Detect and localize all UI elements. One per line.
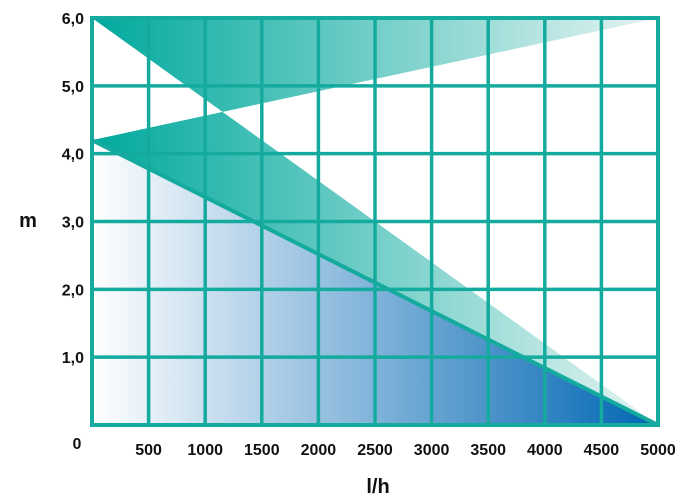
x-tick-labels: 500 1000 1500 2000 2500 3000 3500 4000 4500 5000 <box>135 442 676 459</box>
x-tick-label: 4000 <box>527 442 563 459</box>
series-curve <box>91 138 659 427</box>
x-axis-label: l/h <box>366 476 389 498</box>
x-tick-label: 1500 <box>244 442 280 459</box>
x-tick-label: 500 <box>135 442 162 459</box>
x-tick-label: 2500 <box>357 442 393 459</box>
plot-frame <box>90 16 660 427</box>
x-tick-label: 3500 <box>470 442 506 459</box>
y-tick-label: 6,0 <box>62 11 84 28</box>
y-tick-label: 5,0 <box>62 79 84 96</box>
y-tick-label: 4,0 <box>62 147 84 164</box>
y-tick-label: 3,0 <box>62 215 84 232</box>
y-tick-labels: 1,0 2,0 3,0 4,0 5,0 6,0 <box>62 11 84 367</box>
x-tick-label: 1000 <box>187 442 223 459</box>
x-tick-label: 2000 <box>301 442 337 459</box>
x-tick-label: 4500 <box>584 442 620 459</box>
y-tick-label: 2,0 <box>62 282 84 299</box>
grid-lines <box>92 18 658 425</box>
x-tick-label: 5000 <box>640 442 676 459</box>
y-tick-label: 1,0 <box>62 350 84 367</box>
y-axis-label: m <box>19 210 37 232</box>
origin-label: 0 <box>73 436 82 453</box>
x-tick-label: 3000 <box>414 442 450 459</box>
